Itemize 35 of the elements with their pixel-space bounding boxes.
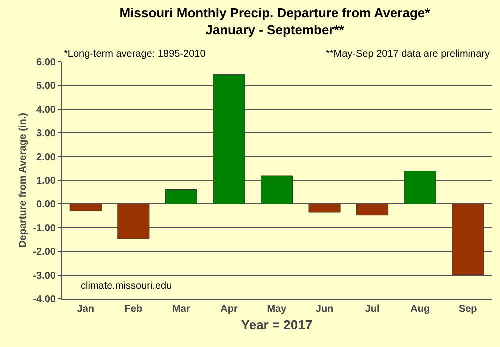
x-tick-label: Feb: [124, 304, 143, 315]
x-tick-label: Sep: [458, 304, 478, 315]
text: **May-Sep 2017 data are preliminary: [326, 49, 490, 60]
y-tick-label: -1.00: [33, 223, 56, 234]
x-axis-title: Year = 2017: [241, 318, 313, 333]
x-tick-label: Apr: [220, 304, 238, 315]
x-tick-label: Aug: [410, 304, 430, 315]
bar: [356, 204, 389, 216]
bar: [452, 204, 484, 276]
bar: [70, 204, 102, 212]
y-tick-label: 2.00: [36, 152, 56, 164]
bar: [165, 189, 198, 204]
y-tick-label: 3.00: [36, 128, 56, 140]
annotation: climate.missouri.edu: [81, 281, 172, 292]
bar: [260, 176, 294, 204]
x-tick-label: Jun: [316, 304, 334, 315]
y-tick-label: 1.00: [36, 176, 56, 187]
chart-title: Missouri Monthly Precip. Departure from Average* January - September**: [120, 5, 432, 38]
y-tick-label: 6.00: [36, 58, 56, 68]
y-tick-label: 5.00: [36, 81, 56, 92]
y-tick-label: 0.00: [36, 200, 56, 211]
x-tick-label: Jul: [365, 304, 380, 315]
bar: [213, 74, 246, 204]
y-tick-label: -4.00: [33, 294, 56, 306]
x-tick-label: Mar: [172, 304, 190, 315]
x-tick-label: Jan: [77, 304, 95, 315]
bar: [118, 204, 150, 240]
y-tick-label: 4.00: [36, 104, 56, 116]
y-axis-title: Departure from Average (in.): [18, 113, 30, 248]
text: *Long-term average: 1895-2010: [64, 49, 206, 60]
bar: [404, 171, 436, 204]
y-tick-label: -2.00: [33, 247, 56, 258]
bar: [308, 204, 341, 213]
x-tick-label: May: [267, 304, 288, 315]
y-tick-label: -3.00: [33, 270, 56, 282]
